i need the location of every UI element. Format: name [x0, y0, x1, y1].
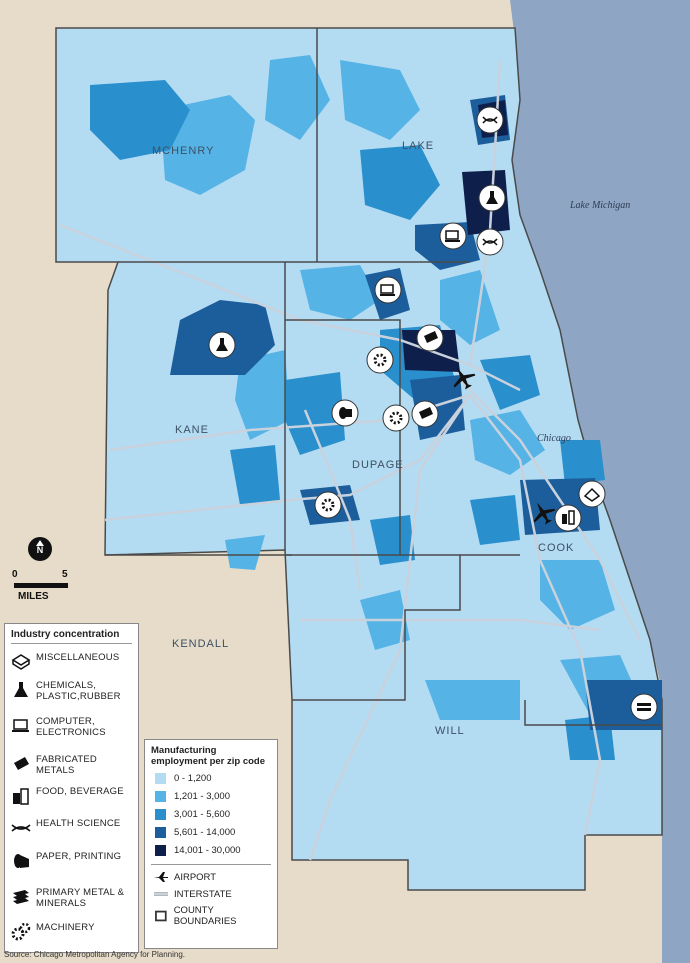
legend-item-paper: PAPER, PRINTING [11, 851, 134, 871]
legend-county-boundaries: COUNTY BOUNDARIES [153, 905, 277, 927]
airport-marker-ohare [453, 367, 476, 390]
machinery-icon [11, 922, 31, 941]
county-label-dupage: DUPAGE [352, 459, 404, 471]
lake-michigan [510, 0, 690, 963]
industry-legend-title: Industry concentration [11, 629, 132, 644]
county-label-cook: COOK [538, 542, 575, 554]
source-note: Source: Chicago Metropolitan Agency for … [4, 950, 185, 959]
county-label-lake: LAKE [402, 140, 435, 152]
legend-class-1: 0 - 1,200 [155, 773, 277, 784]
legend-airport: AIRPORT [153, 871, 277, 883]
scale-end: 5 [62, 569, 68, 580]
legend-class-2: 1,201 - 3,000 [155, 791, 277, 802]
legend-item-miscellaneous: MISCELLANEOUS [11, 652, 134, 672]
lake-label: Lake Michigan [570, 200, 631, 211]
class-2-swatch [155, 791, 166, 802]
legend-item-health-science: HEALTH SCIENCE [11, 818, 134, 838]
primary-metal-icon [13, 890, 29, 904]
legend-class-5: 14,001 - 30,000 [155, 845, 277, 856]
scale-line [14, 583, 68, 588]
city-label: Chicago [537, 433, 571, 444]
class-3-swatch [155, 809, 166, 820]
map-industry-markers [208, 106, 658, 721]
legend-item-food: FOOD, BEVERAGE [11, 786, 134, 806]
miscellaneous-icon [11, 654, 31, 670]
legend-divider [151, 864, 271, 865]
class-5-swatch [155, 845, 166, 856]
class-1-swatch [155, 773, 166, 784]
county-boundaries [105, 28, 662, 726]
food-beverage-icon [13, 788, 29, 805]
north-arrow-label: N [36, 545, 44, 555]
legend-class-4: 5,601 - 14,000 [155, 827, 277, 838]
county-label-mchenry: MCHENRY [152, 145, 215, 157]
county-label-will: WILL [435, 725, 465, 737]
legend-item-machinery: MACHINERY [11, 922, 134, 942]
scale-start: 0 [12, 569, 18, 580]
legend-interstate: INTERSTATE [153, 888, 277, 900]
legend-item-primary-metal: PRIMARY METAL & MINERALS [11, 887, 134, 909]
fabricated-metals-icon [14, 757, 29, 770]
north-arrow-icon: N [28, 537, 52, 561]
paper-printing-icon [14, 854, 29, 868]
region-base [55, 27, 663, 891]
industry-legend: Industry concentration MISCELLANEOUS CHE… [4, 623, 139, 953]
legend-item-fabricated-metals: FABRICATED METALS [11, 754, 134, 776]
employment-legend: Manufacturing employment per zip code 0 … [144, 739, 278, 949]
scale-unit: MILES [18, 591, 49, 602]
airport-marker-midway [533, 502, 556, 525]
legend-item-chemicals: CHEMICALS, PLASTIC,RUBBER [11, 680, 134, 702]
computer-icon [12, 719, 29, 732]
county-label-kane: KANE [175, 424, 209, 436]
health-science-icon [11, 824, 31, 832]
interstate-line-icon [154, 892, 168, 896]
legend-class-3: 3,001 - 5,600 [155, 809, 277, 820]
airport-icon [154, 872, 168, 882]
legend-item-computer: COMPUTER, ELECTRONICS [11, 716, 134, 738]
county-boundary-icon [155, 910, 167, 922]
class-4-swatch [155, 827, 166, 838]
chemicals-icon [14, 682, 28, 697]
employment-legend-title: Manufacturing employment per zip code [151, 745, 266, 767]
county-label-kendall: KENDALL [172, 638, 230, 650]
